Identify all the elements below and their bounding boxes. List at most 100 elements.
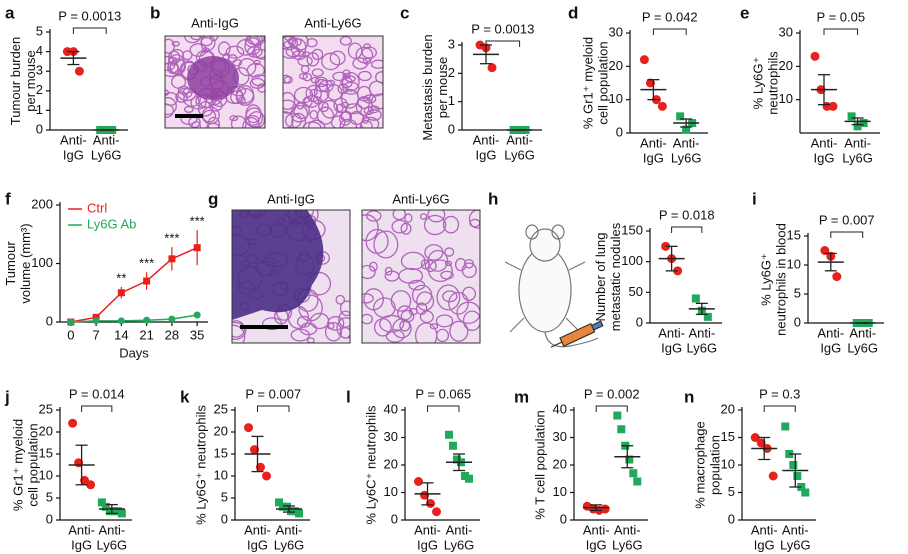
y-tick-label: 200	[31, 196, 53, 211]
error-bar	[251, 435, 264, 473]
y-tick-label: 3	[36, 63, 43, 78]
y-tick-label: 15	[214, 445, 228, 460]
panel-letter: d	[568, 3, 578, 22]
x-tick-label: Anti-Ly6G	[847, 326, 878, 356]
y-axis-label: % Gr1⁺ myeloidcell population	[11, 419, 41, 511]
significance-bracket	[485, 40, 521, 47]
alveolus	[330, 115, 346, 128]
alveolus	[419, 213, 428, 220]
y-tick-label: 10	[787, 256, 801, 271]
alveolus	[336, 317, 350, 339]
point	[810, 51, 820, 61]
panel-letter: m	[514, 387, 529, 406]
alveolus	[232, 58, 243, 67]
panel-letter: b	[150, 3, 160, 22]
point	[432, 507, 441, 517]
alveolus	[253, 40, 265, 60]
x-tick-label: Anti-IgG	[414, 523, 441, 553]
alveolus	[232, 321, 247, 340]
panel-letter: n	[684, 387, 694, 406]
point	[691, 294, 700, 303]
alveolus	[290, 328, 311, 342]
alveolus	[404, 213, 413, 223]
alveolus	[326, 322, 335, 330]
error-bar	[621, 445, 634, 469]
alveolus	[340, 101, 350, 108]
alveolus	[165, 97, 177, 116]
significance-bracket	[72, 27, 107, 34]
alveolus	[384, 270, 400, 282]
x-tick-label: Anti-IgG	[244, 523, 271, 553]
y-tick-label: 2	[36, 82, 43, 97]
alveolus	[261, 317, 283, 331]
point	[801, 488, 810, 497]
significance-bracket	[763, 405, 796, 412]
y-tick-label: 3	[448, 36, 455, 51]
significance-bracket	[427, 405, 460, 412]
y-tick-label: 5	[728, 484, 735, 499]
x-tick-label: Anti-Ly6G	[504, 133, 535, 163]
p-value: P = 0.065	[415, 386, 471, 401]
y-axis-label: % macrophagepopulation	[693, 421, 723, 508]
alveolus	[287, 37, 297, 46]
y-tick-label: 15	[39, 445, 53, 460]
legend-label: Ly6G Ab	[87, 216, 136, 231]
x-tick-label: Anti-IgG	[583, 523, 610, 553]
alveolus	[366, 210, 382, 222]
panel-letter: c	[400, 3, 409, 22]
y-tick-label: 10	[384, 484, 398, 499]
point	[832, 272, 842, 282]
point	[828, 101, 838, 111]
alveolus	[341, 72, 360, 92]
error-bar	[421, 482, 434, 506]
y-tick-label: 0	[391, 511, 398, 526]
y-tick-label: 100	[31, 255, 53, 270]
p-value: P = 0.018	[659, 207, 715, 222]
alveolus	[293, 102, 310, 120]
tissue	[362, 210, 480, 343]
image-title: Anti-Ly6G	[392, 191, 449, 206]
panel-letter: i	[752, 189, 757, 208]
y-tick-label: 20	[721, 401, 735, 416]
alveolus	[184, 36, 201, 44]
image-title: Anti-IgG	[191, 15, 239, 30]
alveolus	[283, 91, 296, 111]
point	[420, 490, 429, 500]
mouse-illustration	[504, 224, 604, 348]
alveolus	[229, 115, 239, 122]
alveolus	[362, 57, 372, 65]
alveolus	[419, 310, 434, 324]
y-tick-label: 0	[221, 511, 228, 526]
y-axis-label: Tumour burdenper mouse	[8, 37, 38, 125]
point	[645, 78, 655, 88]
tissue	[232, 210, 350, 343]
alveolus	[206, 122, 221, 128]
x-tick-label: Anti-IgG	[811, 136, 838, 166]
point	[449, 441, 457, 450]
alveolus	[408, 307, 418, 316]
alveolus	[318, 101, 329, 113]
histology-image	[164, 35, 266, 129]
p-value: P = 0.0013	[471, 21, 534, 36]
alveolus	[400, 251, 426, 271]
p-value: P = 0.042	[642, 9, 698, 24]
alveolus	[442, 290, 458, 303]
y-tick-label: 10	[721, 456, 735, 471]
image-title: Anti-IgG	[267, 191, 315, 206]
alveolus	[171, 41, 180, 47]
y-tick-label: 15	[721, 429, 735, 444]
panel-letter: k	[180, 387, 190, 406]
p-value: P = 0.002	[584, 386, 640, 401]
alveolus	[427, 249, 449, 272]
point	[703, 312, 712, 321]
y-axis-label: Tumourvolume (mm³)	[3, 223, 33, 303]
y-axis-label: % Ly6G⁺neutrophils in blood	[759, 223, 789, 336]
alveolus	[423, 214, 447, 236]
alveolus	[326, 79, 336, 86]
alveolus	[246, 36, 263, 46]
y-tick-label: 20	[39, 423, 53, 438]
point	[117, 289, 125, 297]
alveolus	[324, 321, 343, 342]
alveolus	[168, 50, 181, 65]
point	[295, 509, 303, 518]
